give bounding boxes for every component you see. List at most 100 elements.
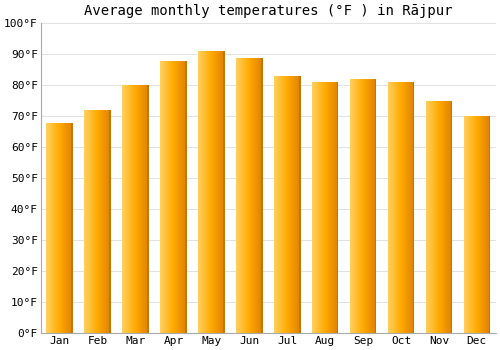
Bar: [428, 101, 429, 333]
Bar: [312, 82, 313, 333]
Bar: [367, 79, 368, 333]
Bar: [299, 76, 300, 333]
Bar: [136, 85, 137, 333]
Bar: [431, 101, 432, 333]
Bar: [178, 61, 179, 333]
Bar: [219, 51, 220, 333]
Bar: [295, 76, 296, 333]
Bar: [444, 101, 445, 333]
Bar: [107, 110, 108, 333]
Bar: [248, 57, 249, 333]
Bar: [146, 85, 147, 333]
Bar: [162, 61, 163, 333]
Bar: [329, 82, 330, 333]
Bar: [326, 82, 327, 333]
Bar: [448, 101, 449, 333]
Bar: [450, 101, 452, 333]
Bar: [275, 76, 276, 333]
Bar: [169, 61, 170, 333]
Bar: [247, 57, 248, 333]
Bar: [394, 82, 395, 333]
Bar: [62, 122, 63, 333]
Bar: [320, 82, 321, 333]
Bar: [96, 110, 97, 333]
Bar: [63, 122, 64, 333]
Bar: [177, 61, 178, 333]
Bar: [274, 76, 275, 333]
Bar: [447, 101, 448, 333]
Bar: [93, 110, 94, 333]
Bar: [163, 61, 164, 333]
Bar: [101, 110, 102, 333]
Bar: [319, 82, 320, 333]
Bar: [474, 116, 475, 333]
Bar: [217, 51, 218, 333]
Bar: [141, 85, 142, 333]
Bar: [331, 82, 332, 333]
Bar: [333, 82, 334, 333]
Bar: [483, 116, 484, 333]
Bar: [252, 57, 253, 333]
Bar: [128, 85, 129, 333]
Bar: [47, 122, 48, 333]
Bar: [170, 61, 171, 333]
Bar: [58, 122, 59, 333]
Bar: [147, 85, 148, 333]
Bar: [472, 116, 473, 333]
Bar: [404, 82, 406, 333]
Bar: [375, 79, 376, 333]
Bar: [441, 101, 442, 333]
Bar: [486, 116, 487, 333]
Bar: [489, 116, 490, 333]
Bar: [388, 82, 389, 333]
Bar: [296, 76, 297, 333]
Bar: [208, 51, 210, 333]
Bar: [426, 101, 427, 333]
Bar: [293, 76, 294, 333]
Bar: [482, 116, 484, 333]
Bar: [361, 79, 362, 333]
Bar: [123, 85, 124, 333]
Bar: [408, 82, 409, 333]
Bar: [99, 110, 100, 333]
Bar: [222, 51, 223, 333]
Bar: [241, 57, 242, 333]
Bar: [253, 57, 254, 333]
Bar: [255, 57, 256, 333]
Bar: [400, 82, 401, 333]
Bar: [139, 85, 140, 333]
Bar: [326, 82, 328, 333]
Bar: [401, 82, 402, 333]
Bar: [129, 85, 130, 333]
Bar: [132, 85, 133, 333]
Bar: [213, 51, 214, 333]
Bar: [370, 79, 371, 333]
Bar: [51, 122, 52, 333]
Bar: [69, 122, 70, 333]
Bar: [243, 57, 244, 333]
Bar: [122, 85, 123, 333]
Bar: [289, 76, 290, 333]
Bar: [134, 85, 135, 333]
Bar: [185, 61, 186, 333]
Bar: [182, 61, 183, 333]
Bar: [137, 85, 138, 333]
Bar: [317, 82, 318, 333]
Bar: [54, 122, 55, 333]
Bar: [238, 57, 239, 333]
Bar: [362, 79, 363, 333]
Bar: [328, 82, 329, 333]
Bar: [356, 79, 358, 333]
Bar: [467, 116, 468, 333]
Bar: [103, 110, 104, 333]
Bar: [251, 57, 252, 333]
Bar: [360, 79, 361, 333]
Bar: [395, 82, 396, 333]
Bar: [94, 110, 95, 333]
Bar: [412, 82, 414, 333]
Bar: [298, 76, 299, 333]
Bar: [337, 82, 338, 333]
Bar: [49, 122, 50, 333]
Bar: [67, 122, 68, 333]
Bar: [130, 85, 132, 333]
